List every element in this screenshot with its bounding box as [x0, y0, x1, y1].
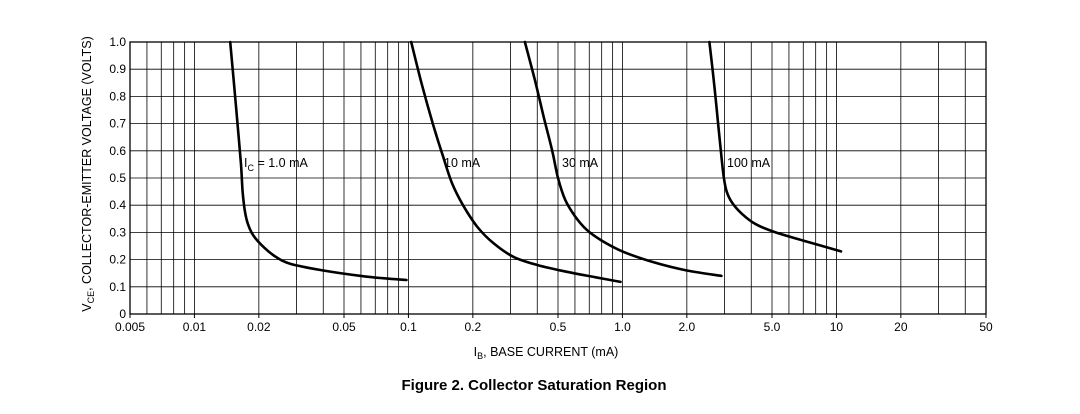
- x-tick-label: 1.0: [614, 320, 631, 334]
- y-tick-label: 0.5: [109, 171, 126, 185]
- y-tick-label: 0.1: [109, 280, 126, 294]
- y-tick-label: 0.4: [109, 198, 126, 212]
- x-tick-label: 0.01: [183, 320, 207, 334]
- x-tick-label: 0.1: [400, 320, 417, 334]
- y-tick-label: 0.3: [109, 225, 126, 239]
- x-tick-label: 10: [830, 320, 844, 334]
- x-axis-label: IB, BASE CURRENT (mA): [474, 345, 619, 361]
- curves: [228, 40, 843, 284]
- figure-caption: Figure 2. Collector Saturation Region: [401, 377, 666, 394]
- x-tick-label: 2.0: [678, 320, 695, 334]
- curve-label-1: IC = 1.0 mA: [244, 156, 308, 173]
- x-tick-label: 0.02: [247, 320, 271, 334]
- y-tick-label: 0.8: [109, 89, 126, 103]
- y-tick-labels: 0 0.1 0.2 0.3 0.4 0.5 0.6 0.7 0.8 0.9 1.0: [109, 35, 126, 321]
- y-axis-label: VCE, COLLECTOR-EMITTER VOLTAGE (VOLTS): [80, 36, 96, 312]
- x-tick-label: 0.2: [464, 320, 481, 334]
- y-tick-label: 0.6: [109, 144, 126, 158]
- curve-labels: IC = 1.0 mA 10 mA 30 mA 100 mA: [244, 156, 771, 173]
- y-tick-label: 1.0: [109, 35, 126, 49]
- curve-label-3: 30 mA: [562, 156, 599, 170]
- curve-3: [523, 40, 723, 278]
- y-tick-label: 0: [119, 307, 126, 321]
- x-tick-label: 20: [894, 320, 908, 334]
- y-tick-label: 0.9: [109, 62, 126, 76]
- x-tick-label: 5.0: [764, 320, 781, 334]
- curve-label-4: 100 mA: [727, 156, 771, 170]
- y-tick-label: 0.7: [109, 117, 126, 131]
- x-tick-labels: 0.005 0.01 0.02 0.05 0.1 0.2 0.5 1.0 2.0 5.0 10 20 5…: [115, 320, 993, 334]
- x-tick-label: 0.5: [550, 320, 567, 334]
- y-tick-label: 0.2: [109, 253, 126, 267]
- curve-label-2: 10 mA: [444, 156, 481, 170]
- x-tick-label: 0.005: [115, 320, 145, 334]
- plot-frame: [129, 41, 987, 318]
- curve-4: [708, 40, 843, 253]
- x-tick-label: 0.05: [332, 320, 356, 334]
- curve-1: [228, 40, 408, 282]
- curve-2: [409, 40, 622, 284]
- x-tick-label: 50: [979, 320, 993, 334]
